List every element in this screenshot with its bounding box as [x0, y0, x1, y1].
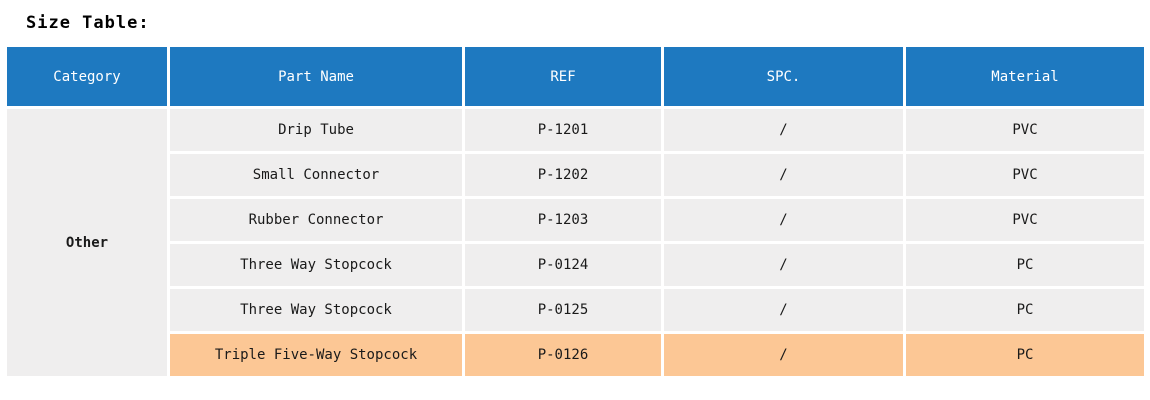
- cell-material: PC: [906, 244, 1144, 286]
- column-header-ref: REF: [465, 47, 661, 106]
- cell-ref: P-1201: [465, 109, 661, 151]
- cell-material-highlighted: PC: [906, 334, 1144, 376]
- cell-ref: P-0124: [465, 244, 661, 286]
- column-header-part-name: Part Name: [170, 47, 462, 106]
- cell-ref: P-1203: [465, 199, 661, 241]
- cell-spc: /: [664, 109, 903, 151]
- cell-spc: /: [664, 244, 903, 286]
- page-title: Size Table:: [26, 13, 150, 33]
- cell-material: PVC: [906, 199, 1144, 241]
- cell-material: PVC: [906, 154, 1144, 196]
- column-header-category: Category: [7, 47, 167, 106]
- cell-material: PVC: [906, 109, 1144, 151]
- cell-part-name: Rubber Connector: [170, 199, 462, 241]
- column-header-spc: SPC.: [664, 47, 903, 106]
- cell-part-name: Three Way Stopcock: [170, 244, 462, 286]
- cell-spc: /: [664, 199, 903, 241]
- category-cell: Other: [7, 109, 167, 376]
- cell-part-name: Three Way Stopcock: [170, 289, 462, 331]
- cell-material: PC: [906, 289, 1144, 331]
- cell-ref: P-1202: [465, 154, 661, 196]
- cell-part-name: Drip Tube: [170, 109, 462, 151]
- cell-spc-highlighted: /: [664, 334, 903, 376]
- cell-spc: /: [664, 289, 903, 331]
- cell-part-name-highlighted: Triple Five-Way Stopcock: [170, 334, 462, 376]
- size-table: Category Part Name REF SPC. Material Oth…: [7, 47, 1144, 376]
- cell-spc: /: [664, 154, 903, 196]
- cell-ref: P-0125: [465, 289, 661, 331]
- cell-part-name: Small Connector: [170, 154, 462, 196]
- column-header-material: Material: [906, 47, 1144, 106]
- cell-ref-highlighted: P-0126: [465, 334, 661, 376]
